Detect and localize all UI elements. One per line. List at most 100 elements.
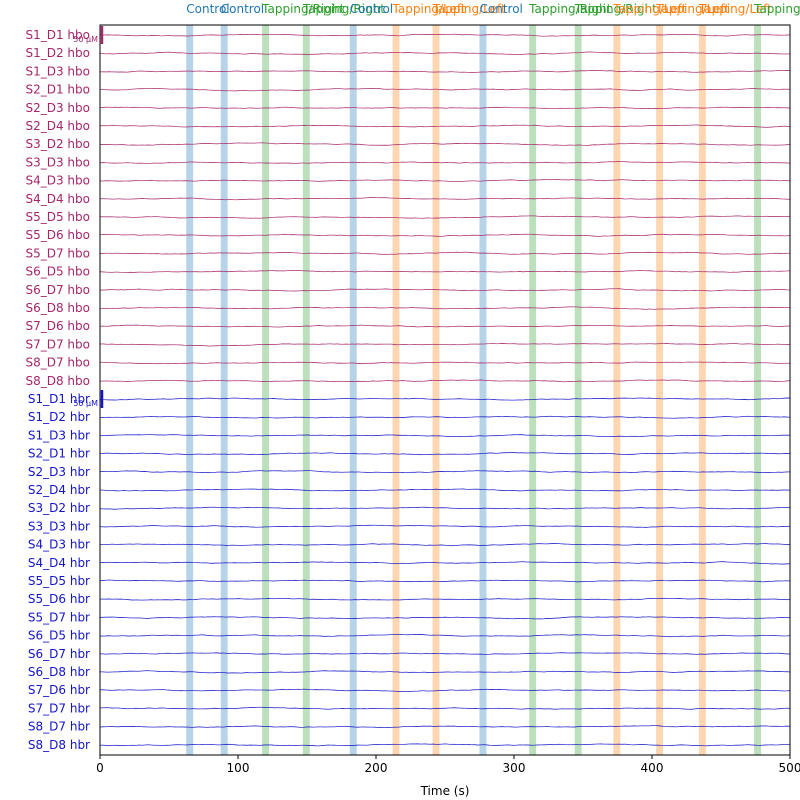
x-axis-label: Time (s): [420, 784, 470, 798]
channel-label-14: S6_D5 hbo: [25, 265, 90, 279]
x-tick-label-6: 500: [779, 761, 800, 775]
annotation-span-7: [432, 25, 440, 755]
channel-label-4: S2_D1 hbo: [25, 83, 90, 97]
channel-trace-39: [99, 725, 791, 728]
x-tick-label-1: 0: [96, 761, 104, 775]
channel-trace-22: [99, 415, 791, 419]
annotation-span-4: [302, 25, 310, 755]
channel-trace-29: [99, 542, 791, 547]
annotation-label-7: Tapping/Left: [432, 2, 506, 16]
channel-trace-10: [99, 197, 791, 201]
channel-label-16: S6_D8 hbo: [25, 301, 90, 315]
channel-label-1: S1_D1 hbo: [25, 28, 90, 42]
annotation-span-6: [392, 25, 400, 755]
plot-frame: [99, 24, 791, 756]
channel-label-31: S5_D5 hbr: [28, 574, 90, 588]
channel-label-39: S8_D7 hbr: [28, 720, 90, 734]
channel-trace-5: [99, 106, 791, 110]
x-tick-label-4: 300: [503, 761, 526, 775]
channel-label-12: S5_D6 hbo: [25, 228, 90, 242]
channel-trace-40: [99, 743, 791, 747]
annotation-span-1: [186, 25, 194, 755]
scale-bar-label-1: 50 µM: [73, 35, 98, 44]
channel-label-5: S2_D3 hbo: [25, 101, 90, 115]
channel-label-33: S5_D7 hbr: [28, 610, 90, 624]
channel-trace-8: [99, 161, 791, 164]
channel-trace-14: [99, 270, 791, 273]
channel-trace-25: [99, 470, 791, 474]
channel-trace-26: [99, 488, 791, 492]
scale-bars: 50 µM 50 µM: [73, 26, 104, 408]
channel-trace-24: [99, 452, 791, 456]
annotation-label-5: Control: [350, 2, 393, 16]
annotation-span-3: [262, 25, 270, 755]
channel-label-28: S3_D3 hbr: [28, 519, 90, 533]
channel-trace-32: [99, 597, 791, 601]
annotation-label-14: Tapping/Right: [753, 2, 800, 16]
channel-label-23: S1_D3 hbr: [28, 428, 90, 442]
annotation-label-1: Control: [186, 2, 229, 16]
channel-trace-1: [99, 33, 791, 37]
annotation-label-13: Tapping/Left: [698, 2, 772, 16]
channel-label-17: S7_D6 hbo: [25, 319, 90, 333]
annotation-span-10: [574, 25, 582, 755]
x-tick-label-5: 400: [641, 761, 664, 775]
channel-label-25: S2_D3 hbr: [28, 465, 90, 479]
channel-label-34: S6_D5 hbr: [28, 629, 90, 643]
channel-trace-27: [99, 506, 791, 510]
channel-label-2: S1_D2 hbo: [25, 46, 90, 60]
channel-trace-35: [99, 652, 791, 655]
channel-trace-21: [99, 397, 791, 401]
channel-label-10: S4_D4 hbo: [25, 192, 90, 206]
channel-label-21: S1_D1 hbr: [28, 392, 90, 406]
channel-label-7: S3_D2 hbo: [25, 137, 90, 151]
annotation-labels: ControlControlTapping/RightTapping/Right…: [186, 2, 800, 16]
scale-bar-label-2: 50 µM: [73, 399, 98, 408]
channel-label-27: S3_D2 hbr: [28, 501, 90, 515]
channel-trace-2: [99, 51, 791, 56]
channel-label-20: S8_D8 hbo: [25, 374, 90, 388]
annotation-label-8: Control: [480, 2, 523, 16]
channel-label-3: S1_D3 hbo: [25, 64, 90, 78]
annotation-label-6: Tapping/Left: [392, 2, 466, 16]
channel-label-24: S2_D1 hbr: [28, 447, 90, 461]
channel-trace-33: [99, 616, 791, 620]
channel-trace-38: [99, 706, 791, 710]
annotation-span-11: [613, 25, 621, 755]
channel-label-29: S4_D3 hbr: [28, 538, 90, 552]
annotation-label-4: Tapping/Right: [302, 2, 385, 16]
channel-label-35: S6_D7 hbr: [28, 647, 90, 661]
annotation-span-2: [220, 25, 228, 755]
channel-traces: [99, 33, 791, 747]
annotation-label-12: Tapping/Left: [655, 2, 729, 16]
channel-label-26: S2_D4 hbr: [28, 483, 90, 497]
channel-label-36: S6_D8 hbr: [28, 665, 90, 679]
channel-label-38: S7_D7 hbr: [28, 701, 90, 715]
channel-trace-31: [99, 579, 791, 583]
channel-label-11: S5_D5 hbo: [25, 210, 90, 224]
channel-label-6: S2_D4 hbo: [25, 119, 90, 133]
channel-trace-9: [99, 179, 791, 183]
annotation-label-11: Tapping/Left: [612, 2, 686, 16]
channel-trace-4: [99, 87, 791, 92]
channel-label-18: S7_D7 hbo: [25, 337, 90, 351]
channel-label-40: S8_D8 hbr: [28, 738, 90, 752]
channel-trace-30: [99, 561, 791, 565]
channel-trace-18: [99, 343, 791, 347]
channel-label-15: S6_D7 hbo: [25, 283, 90, 297]
channel-trace-19: [99, 361, 791, 365]
channel-trace-28: [99, 524, 791, 528]
x-tick-label-3: 200: [365, 761, 388, 775]
channel-trace-15: [99, 288, 791, 292]
channel-trace-37: [99, 688, 791, 693]
annotation-span-12: [656, 25, 664, 755]
annotation-span-5: [349, 25, 357, 755]
channel-label-8: S3_D3 hbo: [25, 155, 90, 169]
annotation-label-2: Control: [221, 2, 264, 16]
channel-trace-3: [99, 69, 791, 73]
x-axis-ticks: 0 100 200 300 400 500: [96, 755, 800, 775]
annotation-label-3: Tapping/Right: [261, 2, 344, 16]
channel-trace-23: [99, 434, 791, 437]
channel-trace-17: [99, 324, 791, 328]
